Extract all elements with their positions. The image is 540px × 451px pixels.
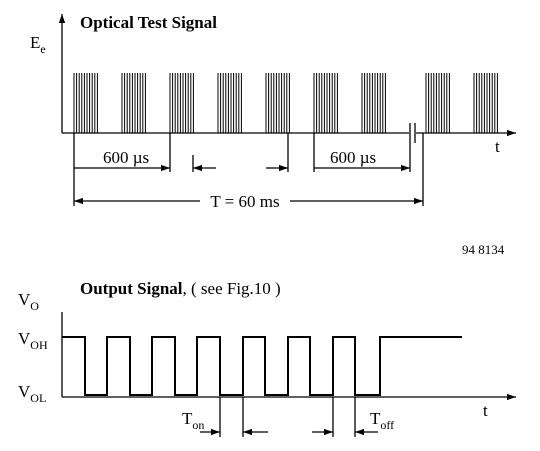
x-label: t (483, 401, 488, 420)
level-low: VOL (18, 382, 46, 405)
optical-signal: Optical Test Signal Ee t 600 µs 600 µs T… (30, 13, 516, 211)
title: Optical Test Signal (80, 13, 217, 32)
text-part: on (192, 418, 204, 432)
bursts (73, 73, 498, 133)
t-on: Ton (182, 409, 204, 432)
interval-label: 600 µs (330, 148, 376, 167)
text-part: T (370, 409, 381, 428)
text-part: V (18, 329, 31, 348)
level-high: VOH (18, 329, 48, 352)
text-part: OL (30, 391, 46, 405)
text-part: , ( see Fig.10 ) (183, 279, 281, 298)
text-part: V (18, 290, 31, 309)
x-label: t (495, 137, 500, 156)
text-part: E (30, 33, 40, 52)
text-part: off (380, 418, 394, 432)
y-label: VO (18, 290, 39, 313)
y-label: Ee (30, 33, 46, 56)
signal (62, 336, 462, 396)
output-signal: Output Signal, ( see Fig.10 ) VO VOH VOL… (18, 279, 516, 437)
text-part: Output Signal (80, 279, 183, 298)
text-part: O (30, 299, 39, 313)
text-part: e (40, 42, 45, 56)
title: Output Signal, ( see Fig.10 ) (80, 279, 281, 298)
text-part: T (182, 409, 193, 428)
t-off: Toff (370, 409, 394, 432)
text-part: V (18, 382, 31, 401)
period-label: T = 60 ms (210, 192, 279, 211)
figure-code: 94 8134 (462, 242, 505, 257)
text-part: OH (30, 338, 48, 352)
interval-label: 600 µs (103, 148, 149, 167)
